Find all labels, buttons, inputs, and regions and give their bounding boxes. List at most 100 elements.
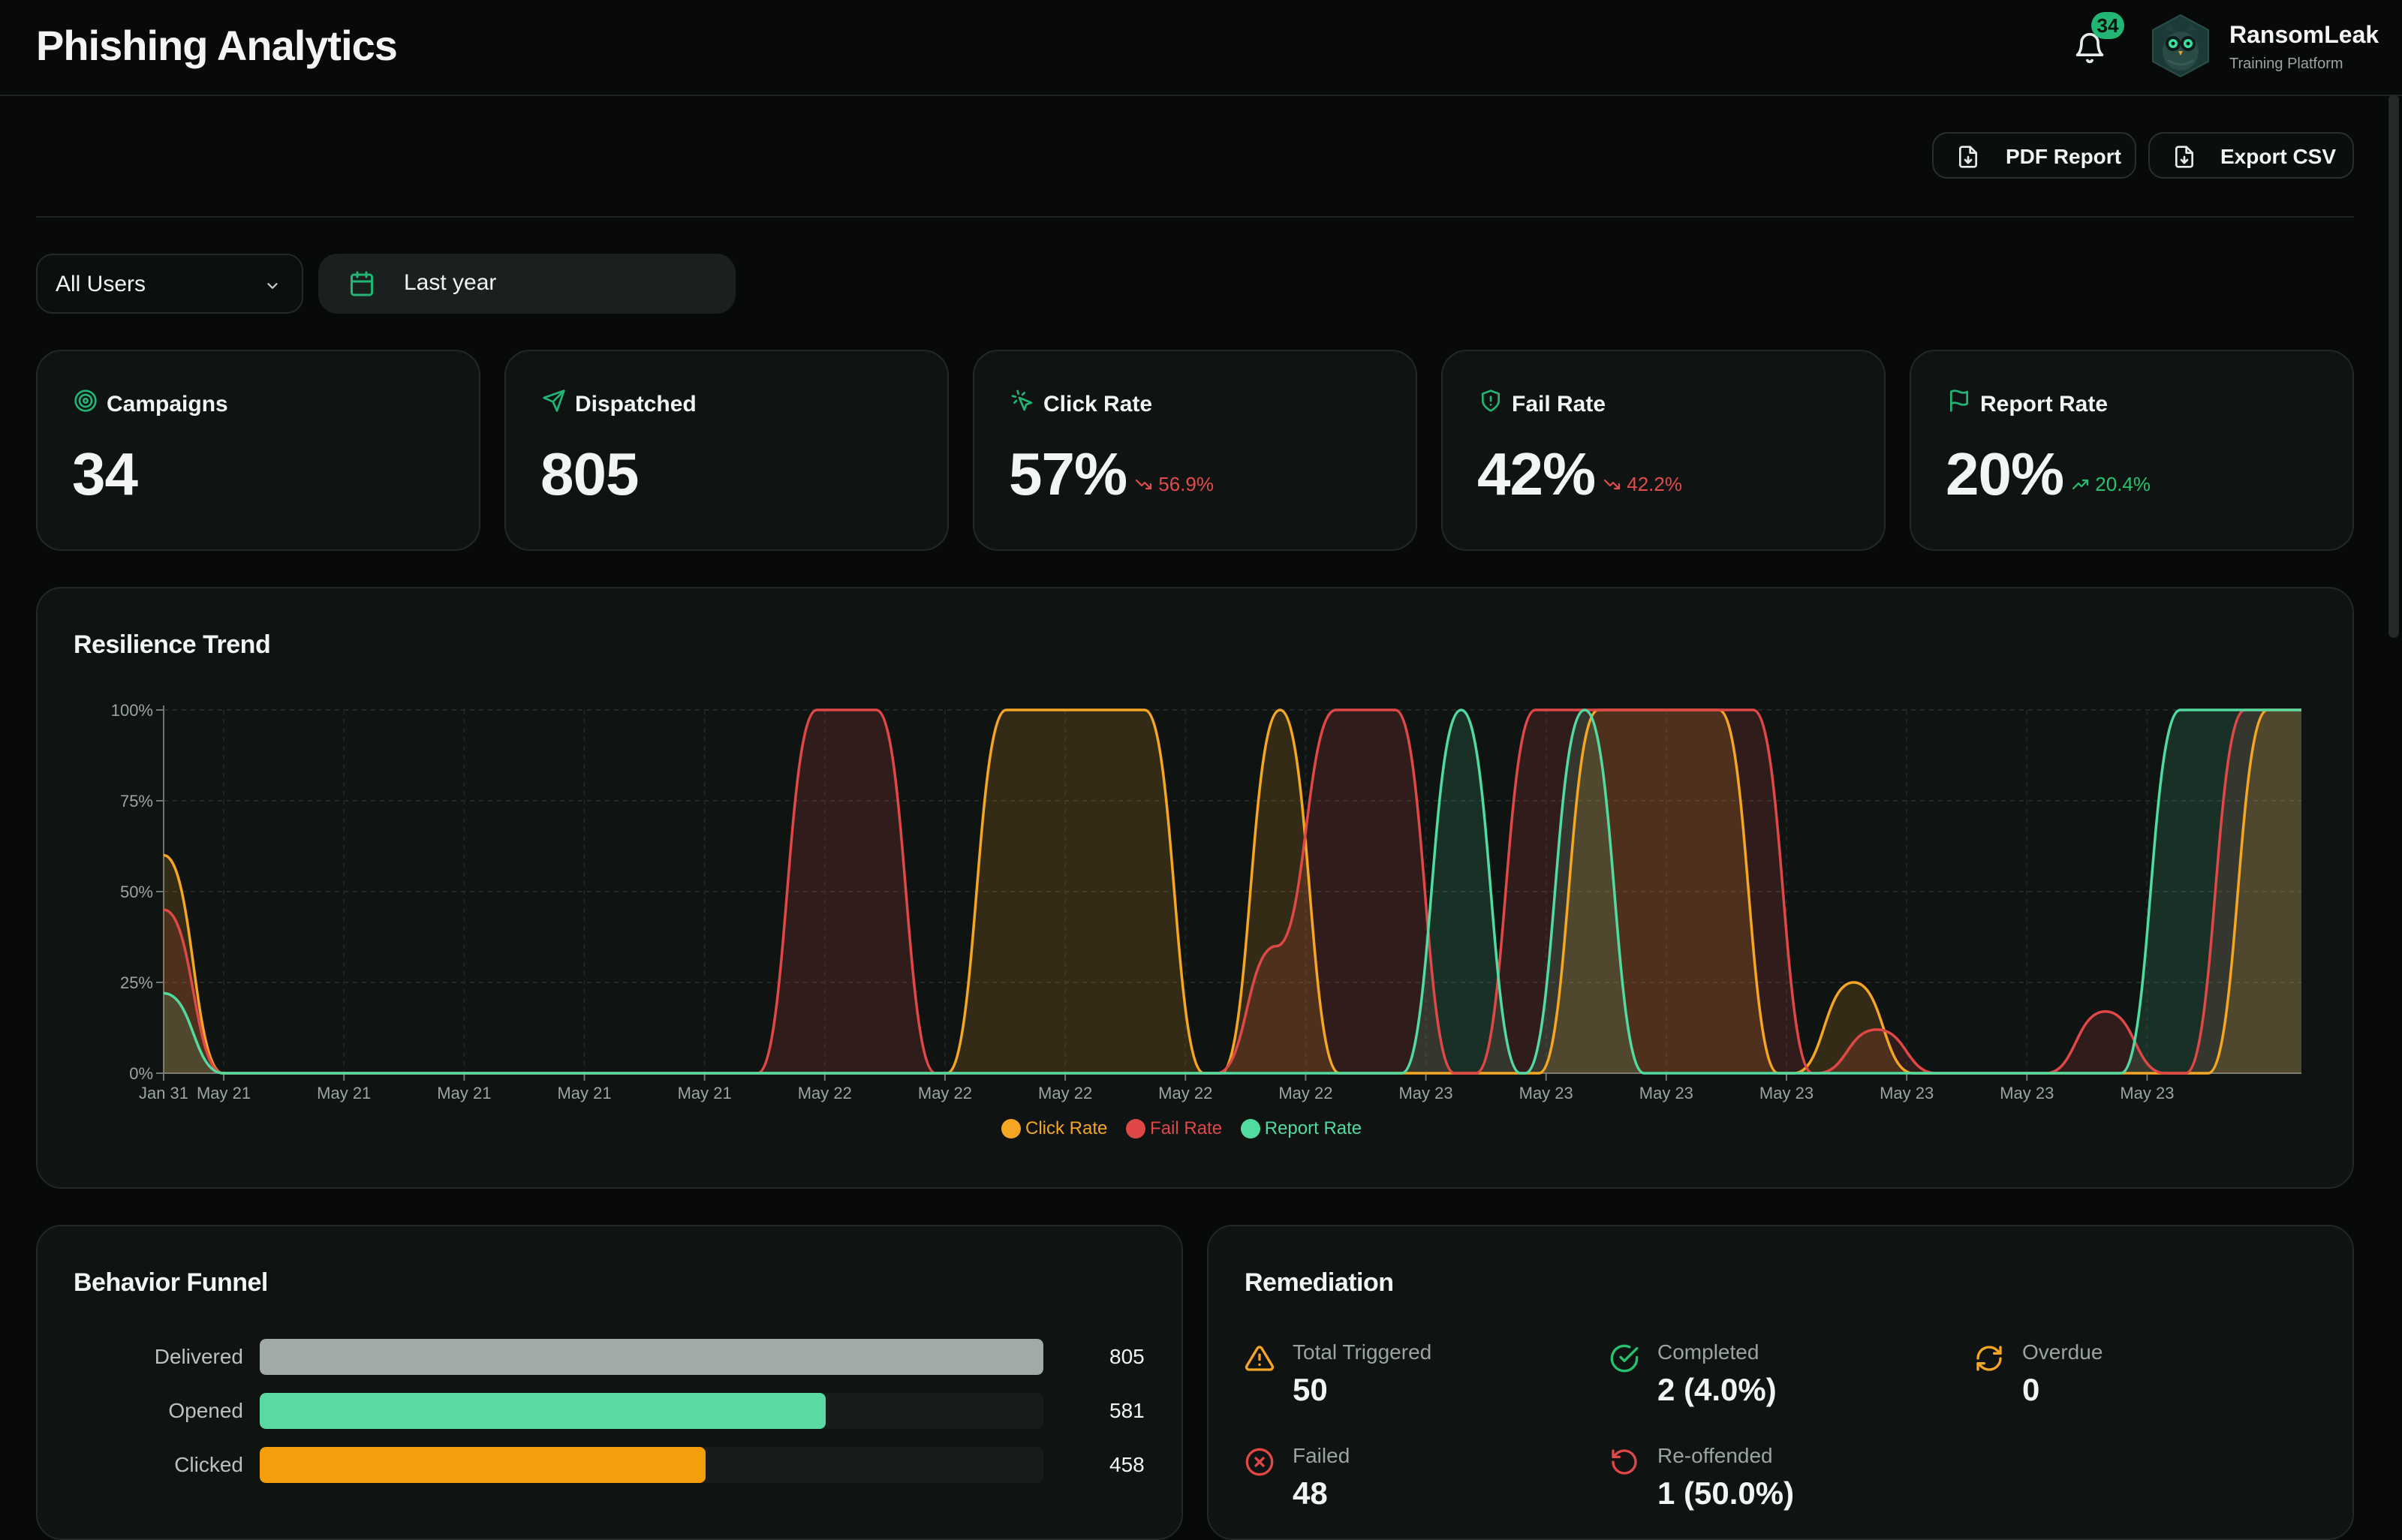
legend-label: Click Rate — [1025, 1118, 1108, 1138]
x-tick-label: May 23 — [1639, 1084, 1693, 1102]
remediation-total-triggered: Total Triggered 50 — [1245, 1340, 1560, 1423]
scrollbar-thumb[interactable] — [2388, 95, 2399, 638]
x-tick-label: May 22 — [1038, 1084, 1092, 1102]
user-name: RansomLeak — [2229, 21, 2379, 48]
x-tick-label: May 21 — [197, 1084, 251, 1102]
x-tick-label: May 22 — [798, 1084, 852, 1102]
legend-item-report-rate[interactable]: Report Rate — [1240, 1118, 1362, 1139]
stat-value: 34 — [72, 441, 138, 507]
x-tick-label: May 23 — [1519, 1084, 1573, 1102]
pdf-report-button[interactable]: PDF Report — [1932, 132, 2136, 179]
calendar-icon — [351, 271, 373, 296]
notification-badge: 34 — [2091, 12, 2124, 39]
stat-card-campaigns: Campaigns 34 — [36, 350, 480, 551]
funnel-row: Delivered 805 — [38, 1339, 1184, 1376]
funnel-row: Opened 581 — [38, 1393, 1184, 1430]
series-area-fail-rate — [164, 710, 2301, 1073]
resilience-trend-title: Resilience Trend — [74, 630, 271, 659]
stat-card-click-rate: Click Rate 57% 56.9% — [973, 350, 1417, 551]
shield-icon — [1482, 390, 1500, 412]
file-export-icon — [2175, 146, 2193, 168]
funnel-value: 805 — [1109, 1345, 1145, 1368]
resilience-trend-chart: 0% 25% 50% 75% 100% Jan 31 May 21 May 21 May 21 M… — [111, 701, 2301, 1102]
date-range-value: Last year — [404, 270, 497, 295]
remediation-value: 48 — [1293, 1475, 1328, 1511]
funnel-label: Clicked — [174, 1453, 243, 1476]
resilience-trend-card: 0% 25% 50% 75% 100% Jan 31 May 21 May 21 May 21 M… — [36, 587, 2354, 1189]
stat-card-fail-rate: Fail Rate 42% 42.2% — [1441, 350, 1886, 551]
funnel-bar — [260, 1447, 706, 1483]
refresh-icon — [1976, 1346, 2002, 1371]
send-icon — [543, 390, 565, 412]
x-tick-label: May 21 — [557, 1084, 611, 1102]
legend-item-fail-rate[interactable]: Fail Rate — [1126, 1118, 1222, 1139]
x-tick-label: May 23 — [1759, 1084, 1814, 1102]
funnel-track — [260, 1393, 1043, 1429]
funnel-label: Opened — [168, 1399, 243, 1422]
y-tick-label: 75% — [120, 792, 153, 811]
funnel-row: Clicked 458 — [38, 1447, 1184, 1484]
stat-delta: 42.2% — [1603, 473, 1682, 496]
export-csv-button[interactable]: Export CSV — [2148, 132, 2354, 179]
x-tick-label: May 21 — [317, 1084, 371, 1102]
undo-icon — [1612, 1449, 1637, 1475]
date-range-picker[interactable]: Last year — [318, 254, 736, 314]
remediation-value: 2 (4.0%) — [1657, 1372, 1777, 1407]
funnel-value: 458 — [1109, 1453, 1145, 1476]
stat-label: Click Rate — [1043, 392, 1153, 417]
top-bar: Phishing Analytics 34 RansomLeak Trainin… — [0, 0, 2402, 96]
bell-icon[interactable] — [2073, 32, 2106, 65]
x-tick-label: May 22 — [1278, 1084, 1332, 1102]
legend-item-click-rate[interactable]: Click Rate — [1001, 1118, 1107, 1139]
x-tick-label: May 23 — [2120, 1084, 2174, 1102]
remediation-label: Completed — [1657, 1340, 1759, 1364]
chart-legend: Click Rate Fail Rate Report Rate — [1001, 1118, 1375, 1145]
stat-card-report-rate: Report Rate 20% 20.4% — [1910, 350, 2354, 551]
cursor-click-icon — [1011, 390, 1033, 411]
remediation-title: Remediation — [1245, 1268, 1394, 1297]
legend-label: Report Rate — [1264, 1118, 1362, 1138]
legend-label: Fail Rate — [1150, 1118, 1223, 1138]
funnel-bar — [260, 1339, 1043, 1375]
x-circle-icon — [1245, 1448, 1274, 1476]
legend-dot — [1126, 1119, 1146, 1138]
stat-label: Fail Rate — [1512, 392, 1606, 417]
stat-label: Report Rate — [1980, 392, 2109, 417]
page-title: Phishing Analytics — [36, 22, 398, 69]
users-select-value: All Users — [56, 272, 146, 296]
legend-dot — [1001, 1119, 1021, 1138]
remediation-overdue: Overdue 0 — [1974, 1340, 2289, 1423]
y-tick-label: 25% — [120, 973, 153, 992]
target-icon — [74, 390, 97, 412]
remediation-completed: Completed 2 (4.0%) — [1609, 1340, 1925, 1423]
stat-label: Dispatched — [575, 392, 697, 417]
series-area-click-rate — [164, 710, 2301, 1073]
funnel-label: Delivered — [154, 1345, 243, 1368]
series-line-report-rate — [163, 708, 2301, 1075]
check-circle-icon — [1610, 1344, 1639, 1373]
remediation-value: 0 — [2022, 1372, 2040, 1407]
stat-value: 20% — [1946, 441, 2064, 507]
header-divider — [36, 216, 2354, 218]
funnel-value: 581 — [1109, 1399, 1145, 1422]
stat-delta-value: 42.2% — [1627, 473, 1682, 495]
stat-delta: 20.4% — [2072, 473, 2151, 496]
x-tick-label: May 22 — [918, 1084, 972, 1102]
users-select[interactable]: All Users — [36, 254, 303, 314]
remediation-value: 50 — [1293, 1372, 1328, 1407]
remediation-value: 1 (50.0%) — [1657, 1475, 1795, 1511]
chevron-down-icon — [267, 283, 278, 289]
stat-card-dispatched: Dispatched 805 — [504, 350, 949, 551]
x-tick-label: May 23 — [2000, 1084, 2054, 1102]
series-line-click-rate — [163, 708, 2301, 1075]
export-csv-label: Export CSV — [2220, 145, 2337, 168]
pdf-report-label: PDF Report — [2006, 145, 2121, 168]
remediation-label: Re-offended — [1657, 1444, 1773, 1467]
x-tick-label: May 21 — [437, 1084, 491, 1102]
stat-value: 805 — [540, 441, 639, 507]
owl-avatar[interactable] — [2148, 14, 2213, 78]
x-tick-label: May 23 — [1880, 1084, 1934, 1102]
behavior-funnel-card: Behavior Funnel Delivered 805 Opened 581… — [36, 1225, 1183, 1540]
stat-value: 57% — [1009, 441, 1127, 507]
stat-label: Campaigns — [107, 392, 228, 417]
